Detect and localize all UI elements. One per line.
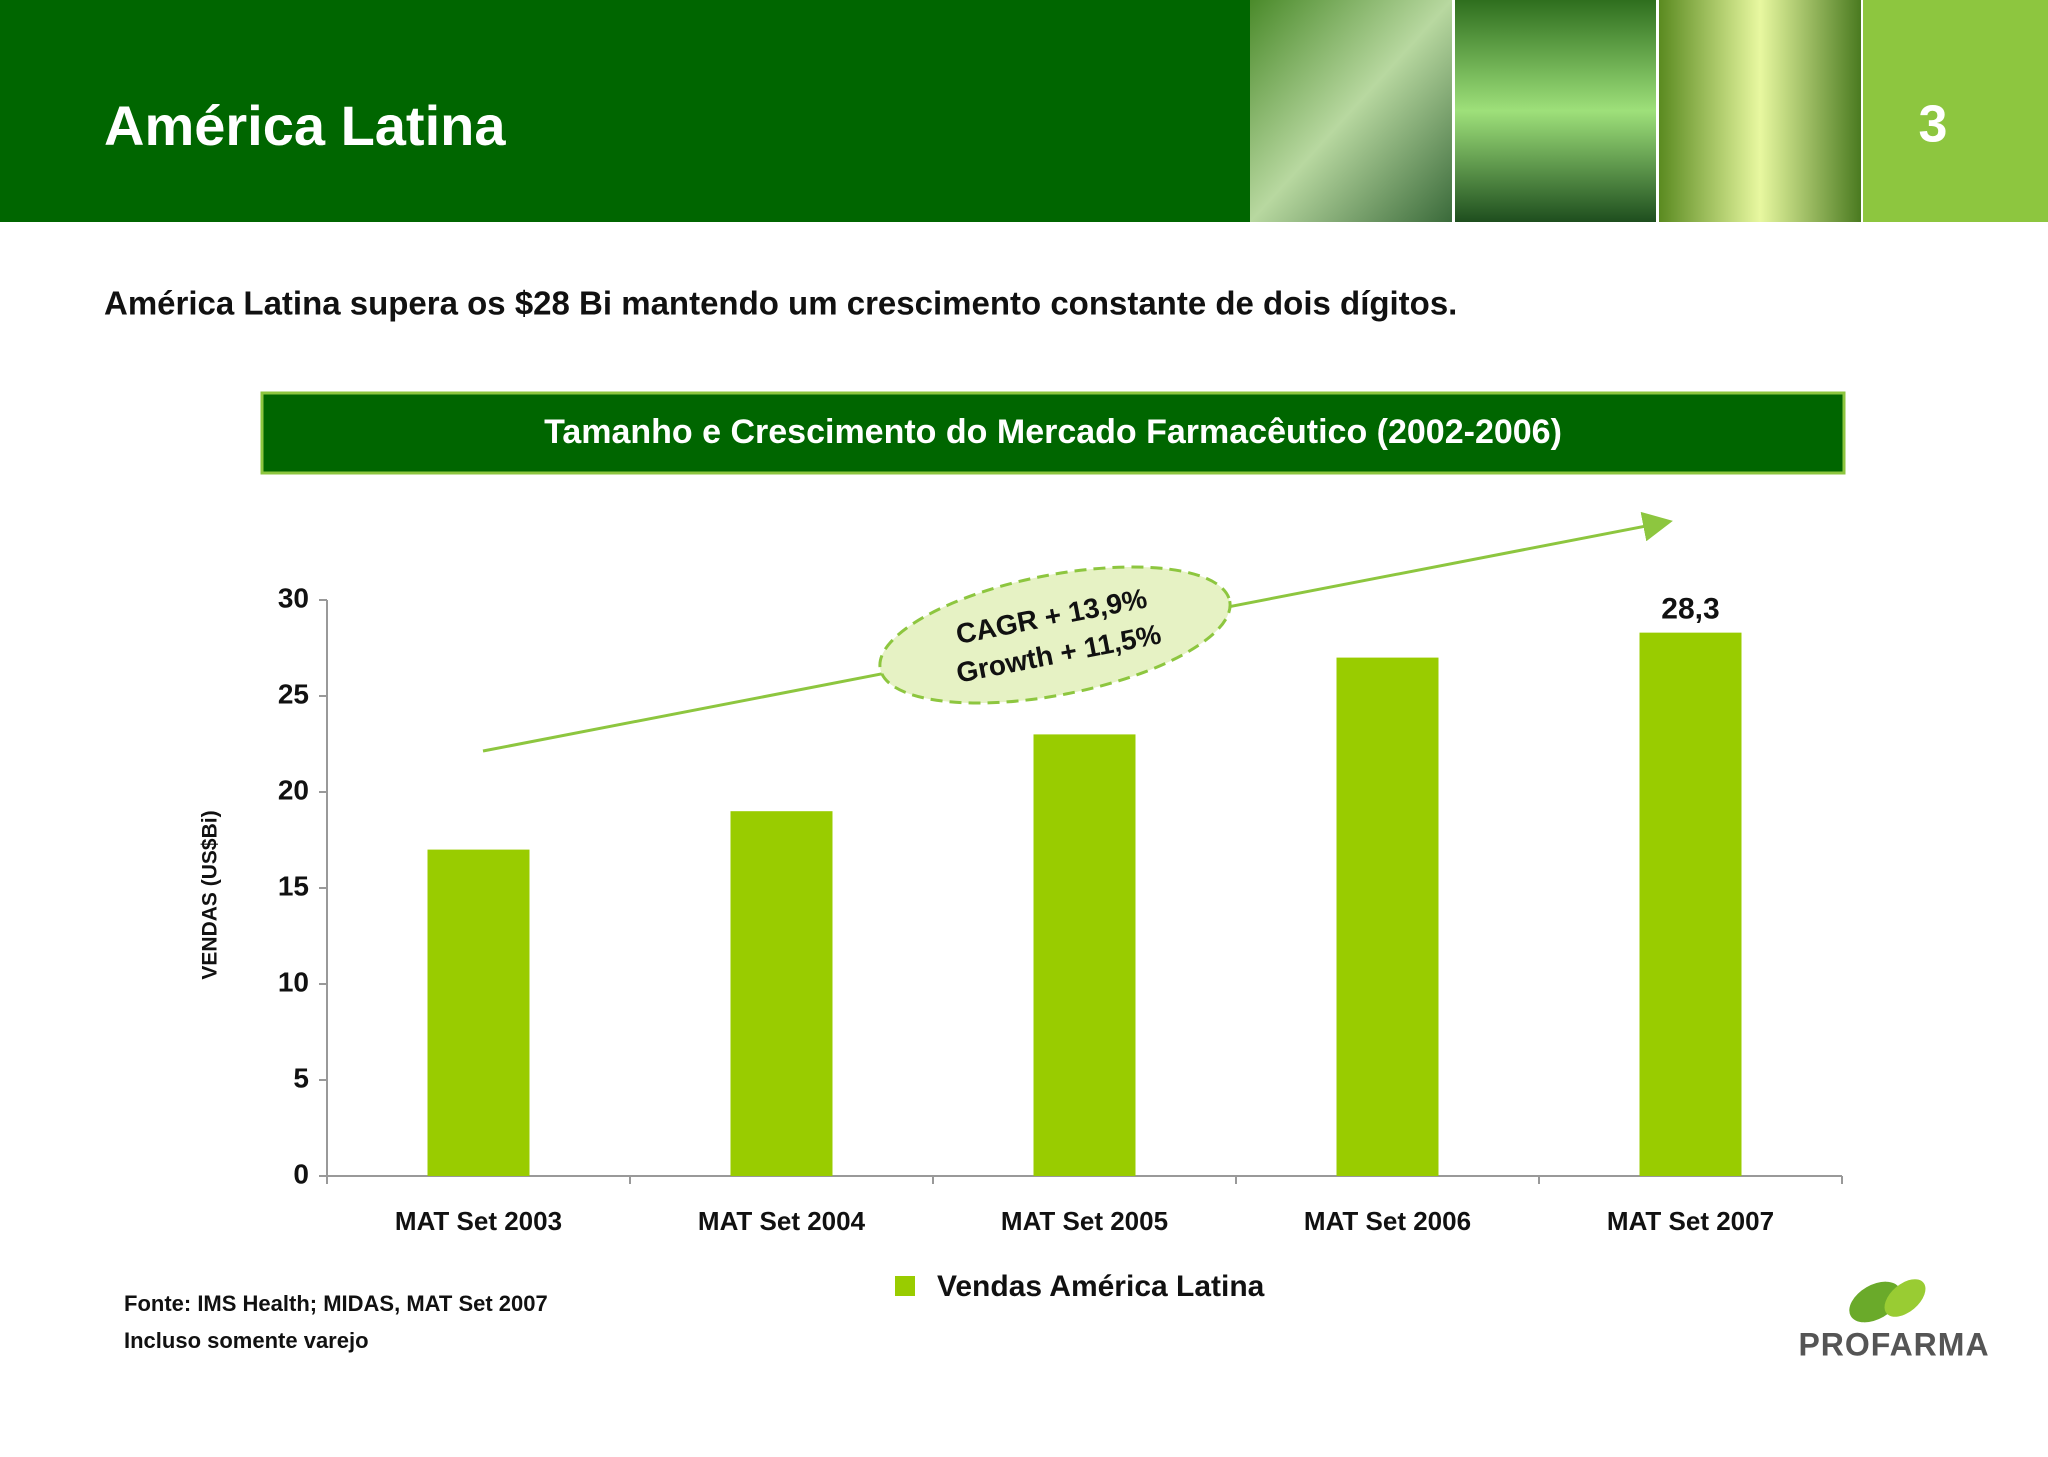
y-tick-label: 0 (293, 1158, 309, 1189)
header-bar (0, 0, 1250, 222)
legend-swatch (895, 1276, 915, 1296)
bar (1639, 632, 1742, 1176)
bar (1033, 734, 1136, 1176)
header-photo (1250, 0, 1452, 222)
y-axis-label: VENDAS (US$Bi) (199, 810, 222, 979)
logo: PROFARMA (1798, 1326, 1989, 1362)
x-tick-label: MAT Set 2003 (395, 1206, 562, 1236)
x-tick-label: MAT Set 2005 (1001, 1206, 1168, 1236)
bar (427, 849, 530, 1176)
x-tick-label: MAT Set 2006 (1304, 1206, 1471, 1236)
page-number-box (1863, 0, 2048, 222)
bar (730, 811, 833, 1176)
y-tick-label: 25 (278, 678, 309, 709)
footnote: Fonte: IMS Health; MIDAS, MAT Set 2007 (124, 1291, 548, 1316)
x-tick-label: MAT Set 2004 (698, 1206, 866, 1236)
header-photo (1659, 0, 1861, 222)
x-tick-label: MAT Set 2007 (1607, 1206, 1774, 1236)
subtitle: América Latina supera os $28 Bi mantendo… (104, 285, 1457, 322)
chart-title: Tamanho e Crescimento do Mercado Farmacê… (544, 413, 1562, 451)
footnote: Incluso somente varejo (124, 1328, 369, 1353)
cagr-bubble (878, 565, 1232, 705)
y-tick-label: 30 (278, 582, 309, 613)
bar (1336, 657, 1439, 1176)
legend-label: Vendas América Latina (937, 1270, 1265, 1303)
data-label: 28,3 (1661, 593, 1719, 626)
logo-mark (1849, 1279, 1926, 1323)
y-tick-label: 15 (278, 870, 309, 901)
page-number: 3 (1919, 96, 1948, 154)
chart-title-box (260, 391, 1846, 475)
y-tick-label: 5 (293, 1062, 309, 1093)
header-photo (1455, 0, 1656, 222)
y-tick-label: 10 (278, 966, 309, 997)
slide-title: América Latina (104, 94, 506, 157)
y-tick-label: 20 (278, 774, 309, 805)
